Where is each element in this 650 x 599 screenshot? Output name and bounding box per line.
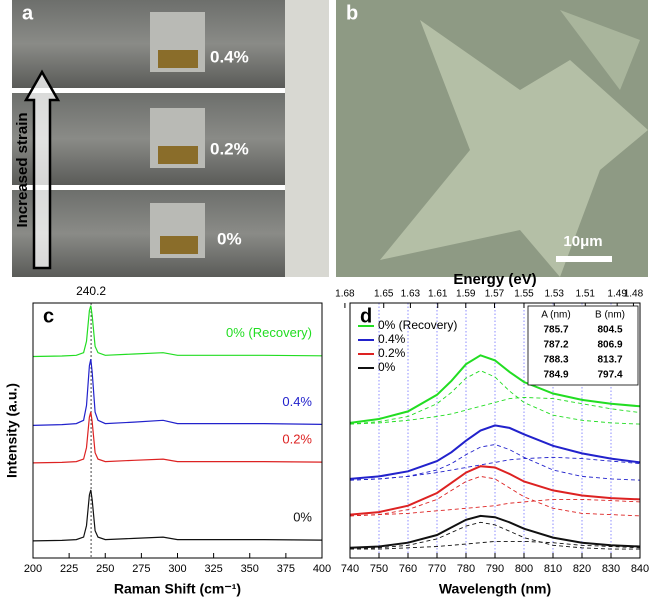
x-tick-label: 750 [370, 563, 388, 575]
x2-tick-label: 1.57 [485, 289, 505, 300]
x2-tick-label: 1.59 [456, 289, 476, 300]
x2-tick-label: 1.63 [401, 289, 421, 300]
x-tick-label: 375 [277, 563, 295, 575]
x-tick-label: 830 [602, 563, 620, 575]
table-cell: 804.5 [597, 325, 622, 336]
table-cell: 813.7 [597, 355, 622, 366]
panel-label: a [22, 2, 34, 24]
scale-bar-label: 10μm [563, 233, 602, 250]
legend-label: 0.2% [378, 346, 406, 360]
plot-frame [33, 303, 322, 558]
table-cell: 797.4 [597, 370, 622, 381]
x2-tick-label: 1.48 [624, 289, 644, 300]
x-tick-label: 760 [399, 563, 417, 575]
x-tick-label: 200 [24, 563, 42, 575]
table-header: A (nm) [541, 310, 570, 321]
x-tick-label: 300 [168, 563, 186, 575]
x-tick-label: 840 [631, 563, 649, 575]
series-label: 0.4% [282, 394, 312, 409]
x2-tick-label: 1.55 [514, 289, 534, 300]
x-tick-label: 790 [486, 563, 504, 575]
x2-tick-label: 1.53 [544, 289, 564, 300]
series-line [33, 359, 322, 425]
strain-label: 0% [217, 229, 242, 248]
ruler [285, 0, 329, 277]
x2-axis-title: Energy (eV) [453, 271, 536, 288]
x-tick-label: 400 [313, 563, 331, 575]
series-line [33, 490, 322, 541]
sample [160, 236, 198, 254]
x2-tick-label: 1.51 [576, 289, 596, 300]
x-tick-label: 275 [132, 563, 150, 575]
x-tick-label: 770 [428, 563, 446, 575]
sample [158, 50, 198, 68]
x-tick-label: 250 [96, 563, 114, 575]
series-label: 0.2% [282, 432, 312, 447]
panel-a: a 0.4% 0.2% 0% Increased strain [12, 0, 329, 277]
series-line [33, 412, 322, 463]
x-tick-label: 800 [515, 563, 533, 575]
series-label: 0% [293, 510, 312, 525]
x-tick-label: 820 [573, 563, 591, 575]
x2-tick-label: 1.61 [428, 289, 448, 300]
table-cell: 784.9 [543, 370, 568, 381]
table-cell: 785.7 [543, 325, 568, 336]
y-axis-title: Intensity (a.u.) [4, 383, 20, 478]
table-cell: 787.2 [543, 340, 568, 351]
x-tick-label: 225 [60, 563, 78, 575]
panel-label: d [360, 305, 372, 327]
legend-label: 0% (Recovery) [378, 318, 457, 332]
x-tick-label: 740 [341, 563, 359, 575]
x-tick-label: 780 [457, 563, 475, 575]
table-header: B (nm) [595, 310, 625, 321]
x2-tick-label: 1.65 [374, 289, 394, 300]
x-axis-title: Raman Shift (cm⁻¹) [114, 581, 241, 597]
strain-label: 0.2% [210, 139, 249, 158]
panel-label: b [346, 2, 358, 24]
x-axis-title: Wavelength (nm) [439, 581, 551, 597]
table-cell: 806.9 [597, 340, 622, 351]
sample [158, 146, 198, 164]
arrow-label: Increased strain [14, 112, 31, 227]
figure: a 0.4% 0.2% 0% Increased strain b 10μm 2… [0, 0, 650, 599]
panel-b: b 10μm [336, 0, 648, 277]
x2-tick-label: 1.68 [335, 289, 355, 300]
panel-label: c [43, 305, 54, 327]
x-tick-label: 810 [544, 563, 562, 575]
table-cell: 788.3 [543, 355, 568, 366]
x-tick-label: 350 [241, 563, 259, 575]
scale-bar [556, 256, 612, 262]
legend-label: 0% [378, 360, 396, 374]
series-label: 0% (Recovery) [226, 325, 312, 340]
strain-label: 0.4% [210, 47, 249, 66]
peak-label: 240.2 [76, 284, 106, 298]
x-tick-label: 325 [204, 563, 222, 575]
legend-label: 0.4% [378, 332, 406, 346]
